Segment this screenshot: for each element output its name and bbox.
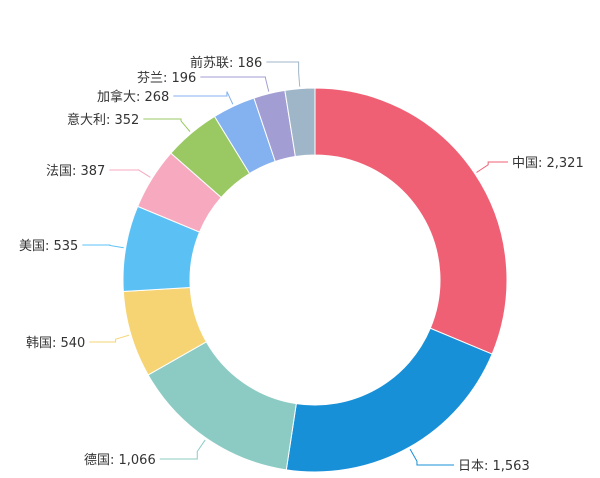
leader-line-5: [109, 169, 151, 178]
slice-label-0: 中国: 2,321: [512, 156, 584, 171]
leader-line-2: [159, 439, 206, 460]
slice-label-7: 加拿大: 268: [97, 89, 169, 105]
slice-label-9: 前苏联: 186: [190, 55, 262, 71]
leader-line-1: [409, 448, 454, 466]
slice-label-3: 韩国: 540: [26, 336, 85, 351]
slice-label-1: 日本: 1,563: [458, 459, 530, 474]
leader-line-7: [173, 91, 234, 105]
slices-layer: [122, 87, 508, 473]
slice-label-6: 意大利: 352: [67, 112, 139, 128]
leader-line-4: [82, 244, 124, 249]
slice-1[interactable]: [285, 327, 493, 473]
leader-line-6: [143, 118, 191, 132]
leader-line-8: [200, 76, 270, 92]
leader-line-3: [89, 334, 130, 343]
slice-label-4: 美国: 535: [19, 239, 78, 254]
slice-label-5: 法国: 387: [46, 164, 105, 179]
slice-label-2: 德国: 1,066: [84, 453, 156, 468]
leader-line-0: [476, 161, 508, 173]
slice-0[interactable]: [314, 87, 508, 355]
labels-layer: 中国: 2,321 日本: 1,563 德国: 1,066 韩国: 540 美国: 53…: [19, 55, 584, 474]
slice-label-8: 芬兰: 196: [137, 71, 196, 86]
slice-9[interactable]: [284, 87, 316, 158]
leader-line-9: [266, 61, 301, 87]
leader-lines-layer: [82, 61, 508, 466]
